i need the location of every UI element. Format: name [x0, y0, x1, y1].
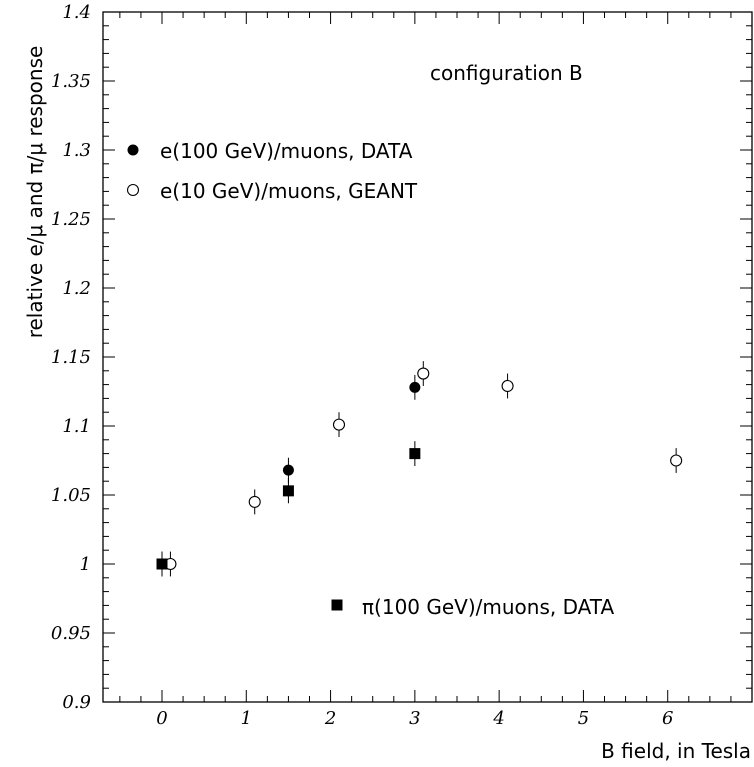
x-tick-label: 4 [492, 708, 504, 729]
axis-ticks [103, 11, 753, 703]
data-point [409, 381, 421, 393]
data-point [670, 454, 683, 467]
x-tick-labels: 0 1 2 3 4 5 6 [156, 708, 673, 729]
y-tick-label: 0.95 [51, 623, 91, 644]
y-tick-labels: 0.9 0.95 1 1.05 1.1 1.15 1.2 1.25 1.3 1.35 1.4 [51, 2, 91, 713]
data-point [501, 379, 514, 393]
data-point [409, 448, 421, 460]
x-tick-label: 2 [324, 708, 336, 729]
legend: e(100 GeV)/muons, DATA e(10 GeV)/muons, G… [126, 139, 614, 619]
x-axis-title: B field, in Tesla [601, 739, 751, 763]
data-point [417, 367, 430, 380]
data-point [332, 418, 346, 431]
x-tick-label: 6 [662, 708, 673, 729]
x-tick-label: 3 [409, 708, 420, 729]
y-tick-label: 1.05 [51, 485, 91, 506]
legend-marker [126, 183, 140, 197]
legend-label: e(10 GeV)/muons, GEANT [160, 179, 418, 203]
y-axis-title: relative e/μ and π/μ response [23, 46, 47, 339]
annotation-configuration: configuration B [430, 61, 583, 85]
data-point [282, 464, 294, 476]
y-tick-label: 1.25 [51, 209, 91, 230]
y-tick-label: 1.4 [62, 2, 91, 23]
data-point [248, 495, 261, 508]
y-tick-label: 1.1 [62, 416, 91, 437]
y-tick-label: 0.9 [62, 692, 91, 713]
y-tick-label: 1 [80, 554, 91, 575]
x-tick-label: 0 [156, 708, 167, 729]
data-points [156, 361, 683, 577]
legend-label: e(100 GeV)/muons, DATA [160, 139, 413, 163]
y-tick-label: 1.15 [51, 347, 91, 368]
y-tick-label: 1.2 [62, 278, 91, 299]
y-tick-label: 1.3 [62, 140, 91, 161]
data-point [282, 485, 294, 497]
legend-label: π(100 GeV)/muons, DATA [362, 595, 614, 619]
y-tick-label: 1.35 [51, 71, 91, 92]
legend-marker [127, 144, 139, 156]
x-tick-label: 1 [241, 708, 252, 729]
x-tick-label: 5 [578, 708, 589, 729]
data-point [156, 558, 168, 570]
legend-marker [331, 599, 343, 611]
